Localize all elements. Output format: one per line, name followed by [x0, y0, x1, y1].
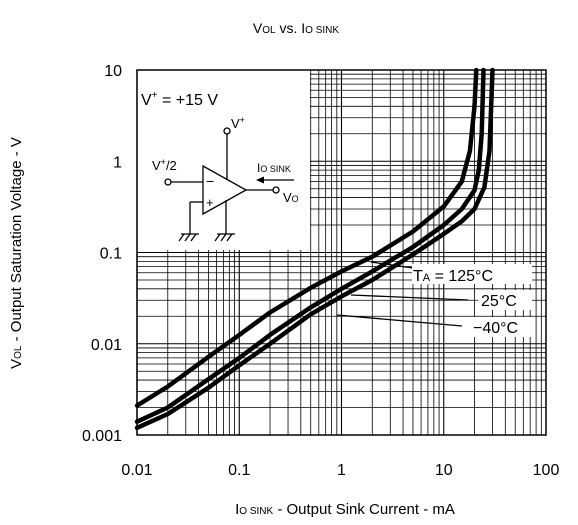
y-axis-label: VOL - Output Saturation Voltage - V — [8, 137, 25, 369]
x-tick-label: 10 — [435, 462, 453, 479]
y-tick-label: 0.1 — [100, 246, 122, 263]
series-line-2 — [134, 67, 495, 431]
x-tick-label: 0.01 — [121, 462, 152, 479]
x-axis-label: IO SINK - Output Sink Current - mA — [235, 501, 455, 518]
annotation-bg-25 — [478, 290, 532, 310]
series-group — [134, 67, 495, 431]
x-tick-label: 100 — [533, 462, 560, 479]
annotation-ta-125: TA = 125°C — [413, 268, 493, 285]
x-tick-label: 0.1 — [228, 462, 250, 479]
inset-vo-label: VO — [283, 190, 299, 205]
annotation-m40: −40°C — [473, 320, 518, 337]
y-tick-label: 0.01 — [91, 337, 122, 354]
series-line-1 — [134, 67, 486, 424]
series-line-0 — [134, 67, 479, 408]
inset-vplus-label: V+ — [231, 115, 245, 131]
inset-plus-sign: + — [206, 195, 214, 210]
inset-schematic — [164, 127, 294, 242]
y-tick-label: 10 — [104, 63, 122, 80]
inset-vhalf-label: V+/2 — [152, 157, 177, 173]
tick-labels: 0.01 0.1 1 10 100 0.001 0.01 0.1 1 10 — [82, 63, 559, 479]
inset-minus-sign: − — [206, 173, 214, 189]
inset-supply-label: V+ = +15 V — [141, 90, 218, 109]
inset-panel — [137, 70, 310, 250]
y-tick-label: 0.001 — [82, 428, 122, 445]
x-tick-label: 1 — [337, 462, 346, 479]
plot-border — [136, 69, 547, 436]
annotation-25: 25°C — [481, 293, 517, 310]
annotation-bg-125 — [412, 264, 532, 284]
y-tick-label: 1 — [113, 154, 122, 171]
chart-title: VOL vs. IO SINK — [253, 20, 339, 36]
inset-isink-label: IO SINK — [257, 161, 291, 175]
annotation-bg-m40 — [472, 317, 532, 337]
